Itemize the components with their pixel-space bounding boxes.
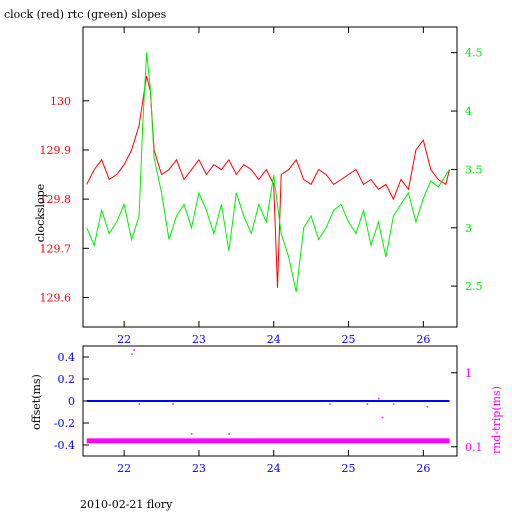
bottom-y-tick-label: 0 — [68, 395, 75, 408]
top-x-tick-label: 25 — [342, 333, 356, 346]
rndtrip-outlier-point — [378, 397, 380, 400]
rndtrip-outlier-point — [133, 349, 135, 351]
bottom-series-group — [86, 349, 450, 444]
rndtrip-outlier-point — [191, 433, 193, 435]
rndtrip-outlier-point — [381, 416, 384, 419]
bottom-x-tick-label: 23 — [192, 462, 206, 475]
top-x-tick-label: 26 — [416, 333, 430, 346]
top-y-tick-label: 129.6 — [40, 291, 72, 304]
bottom-y2-axis-label: rnd-trip(ms) — [490, 386, 503, 454]
top-y2-tick-label: 4.5 — [465, 47, 483, 60]
top-panel: 129.6 129.7 129.8 129.9 130 2.5 3 3.5 4 4.5 22 23… — [34, 26, 483, 346]
bottom-y-tick-label: -0.4 — [54, 439, 75, 452]
top-y-tick-label: 129.8 — [40, 193, 72, 206]
top-y2-tick-label: 3.5 — [465, 163, 483, 176]
bottom-y-axis-label: offset(ms) — [30, 374, 43, 430]
footer-label: 2010-02-21 flory — [80, 498, 173, 511]
rndtrip-outlier-point — [392, 403, 395, 405]
bottom-y-tick-label: 0.2 — [58, 373, 76, 386]
rndtrip-outlier-point — [426, 406, 429, 408]
top-x-tick-label: 22 — [117, 333, 131, 346]
top-x-tick-label: 24 — [267, 333, 281, 346]
rndtrip-outlier-point — [138, 403, 141, 405]
rndtrip-outlier-point — [329, 403, 331, 405]
bottom-right-axis: 0.11 — [451, 367, 483, 454]
top-y-axis-label: clockslope — [34, 184, 47, 242]
bottom-y2-tick-label: 1 — [465, 367, 472, 380]
top-x-axis: 22 23 24 25 26 — [117, 27, 430, 346]
chart-title: clock (red) rtc (green) slopes — [4, 8, 167, 21]
top-right-axis: 2.5 3 3.5 4 4.5 — [451, 47, 483, 293]
bottom-x-tick-label: 25 — [342, 462, 356, 475]
top-x-tick-label: 23 — [192, 333, 206, 346]
top-y2-tick-label: 4 — [465, 105, 472, 118]
top-y2-tick-label: 2.5 — [465, 280, 483, 293]
top-plot-frame — [82, 26, 458, 328]
bottom-y-tick-label: -0.2 — [54, 417, 75, 430]
top-y-tick-label: 129.9 — [40, 144, 72, 157]
bottom-panel: -0.4-0.200.20.4 0.11 22 23 24 25 26 offset(m… — [30, 345, 503, 475]
bottom-x-tick-label: 22 — [117, 462, 131, 475]
top-y-tick-label: 130 — [50, 95, 71, 108]
top-y-tick-label: 129.7 — [40, 242, 72, 255]
bottom-x-axis: 22 23 24 25 26 — [117, 450, 430, 475]
top-series-group — [86, 52, 450, 293]
rndtrip-outlier-point — [228, 433, 230, 435]
bottom-y2-tick-label: 0.1 — [465, 441, 483, 454]
clock-series-line — [86, 76, 450, 288]
rndtrip-outlier-point — [131, 353, 133, 355]
top-y2-tick-label: 3 — [465, 222, 472, 235]
top-left-axis: 129.6 129.7 129.8 129.9 130 — [40, 95, 89, 304]
bottom-left-axis: -0.4 -0.2 0 0.2 0.4 — [54, 351, 89, 452]
rndtrip-outlier-point — [366, 403, 369, 405]
bottom-x-tick-label: 24 — [267, 462, 281, 475]
bottom-y-tick-label: 0.4 — [58, 351, 76, 364]
rndtrip-outlier-point — [172, 403, 174, 405]
rtc-series-line — [86, 52, 450, 293]
bottom-x-tick-label: 26 — [416, 462, 430, 475]
